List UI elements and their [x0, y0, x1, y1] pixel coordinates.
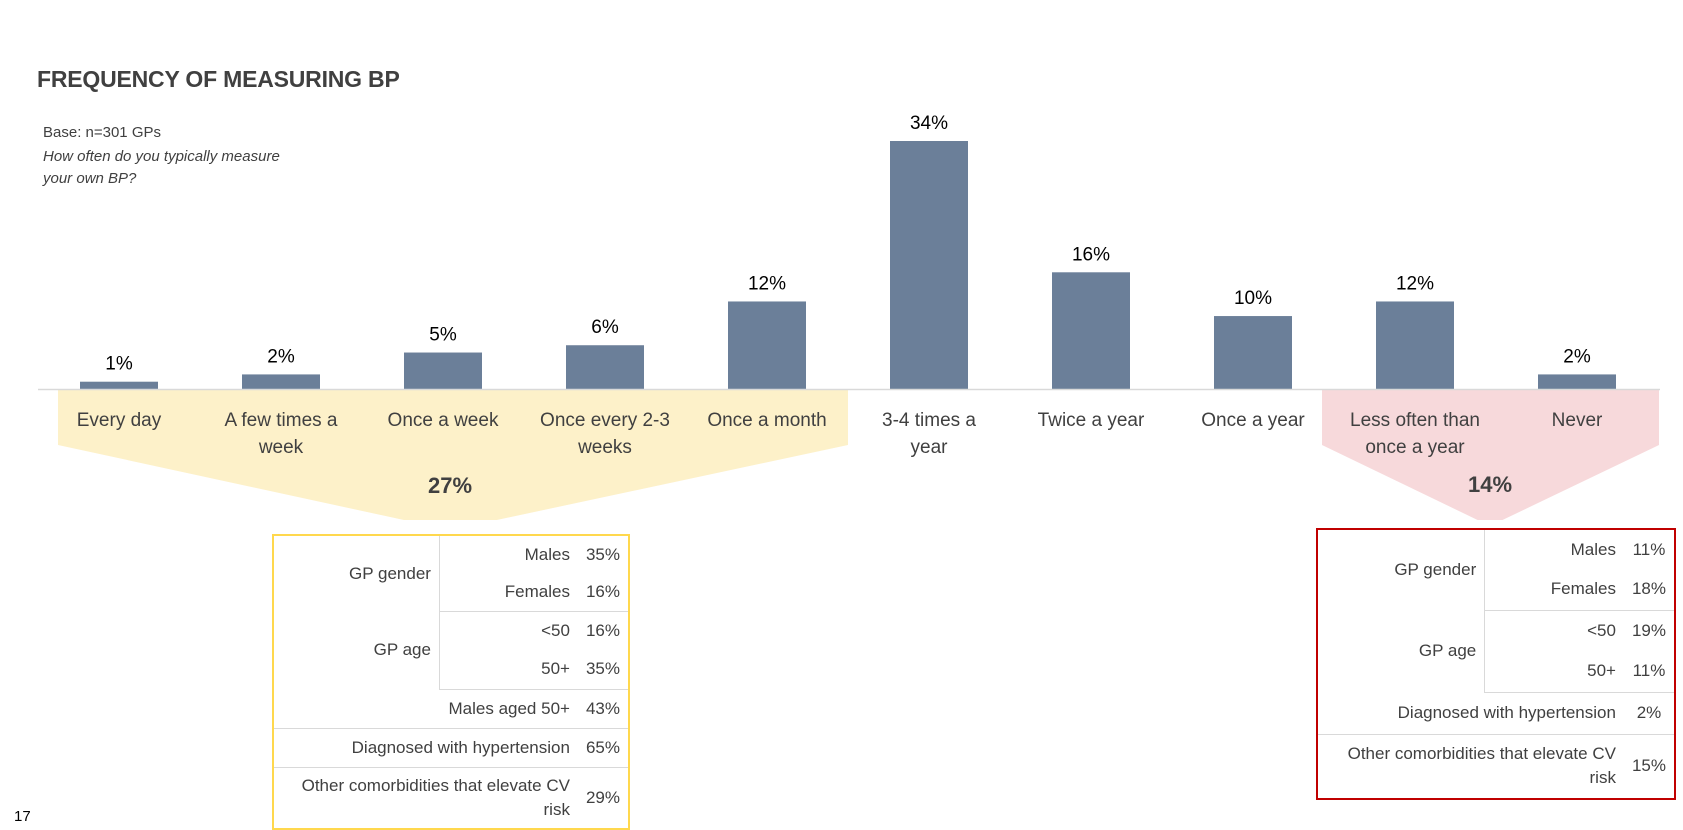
row-value: 11% [1632, 539, 1666, 559]
row-sublabel: Males [438, 535, 578, 573]
row-label: Males aged 50+ [273, 689, 578, 729]
row-label: Other comorbidities that elevate CV risk [301, 775, 570, 819]
group-total-often: 27% [427, 473, 473, 498]
data-label: 12% [748, 273, 786, 294]
row-label: Diagnosed with hypertension [1317, 692, 1624, 735]
bar [566, 345, 644, 389]
row-value: 18% [1623, 569, 1675, 611]
bar [890, 141, 968, 389]
table-row: GP gender Males 35% [273, 535, 629, 583]
data-label: 6% [591, 317, 619, 338]
row-value: 11% [1623, 651, 1675, 693]
category-label: Every day [77, 410, 162, 431]
page-number: 17 [14, 808, 31, 825]
bar [1052, 272, 1130, 389]
row-value: 15% [1631, 756, 1666, 776]
row-sublabel: Females [438, 573, 578, 612]
bar [404, 352, 482, 389]
row-label: GP gender [349, 563, 431, 583]
group-band-1 [1322, 390, 1659, 520]
row-sublabel: Males [1484, 529, 1624, 569]
row-label: GP age [373, 640, 431, 659]
question-text: How often do you typically measure your … [43, 148, 280, 187]
category-label: A few times a week [225, 410, 338, 458]
table-row: GP gender Males 11% [1317, 529, 1675, 579]
row-label: GP age [1418, 641, 1477, 660]
row-sublabel: <50 [1484, 610, 1624, 651]
row-value: 65% [577, 728, 629, 768]
data-label: 2% [267, 346, 295, 367]
table-row: Other comorbidities that elevate CV risk… [273, 767, 629, 829]
page-title: FREQUENCY OF MEASURING BP [37, 66, 400, 92]
category-label: Once every 2-3 weeks [540, 410, 670, 458]
category-label: Once a year [1201, 410, 1305, 431]
summary-table-often: GP gender Males 35% Females 16% GP age <… [272, 534, 630, 830]
row-value: 16% [585, 620, 620, 640]
group-band-0 [58, 390, 848, 520]
row-value: 29% [585, 787, 620, 807]
row-value: 35% [577, 650, 629, 690]
data-label: 10% [1234, 288, 1272, 309]
category-label: Once a month [707, 410, 826, 431]
bar [728, 301, 806, 389]
data-label: 5% [429, 325, 457, 346]
summary-table-rare: GP gender Males 11% Females 18% GP age <… [1316, 528, 1676, 800]
bar [1538, 374, 1616, 389]
table-row: Females 16% [273, 573, 629, 612]
table-row: GP age <50 16% [273, 611, 629, 659]
data-label: 1% [105, 354, 133, 375]
table-row: Other comorbidities that elevate CV risk… [1317, 734, 1675, 799]
table-row: 50+ 11% [1317, 651, 1675, 693]
table-row: GP age <50 19% [1317, 610, 1675, 660]
bar [80, 381, 158, 389]
row-sublabel: 50+ [1484, 651, 1624, 693]
data-label: 16% [1072, 244, 1110, 265]
table-row: Females 18% [1317, 569, 1675, 611]
category-label: Less often than once a year [1350, 410, 1480, 458]
data-label: 2% [1563, 346, 1591, 367]
row-value: 19% [1631, 620, 1666, 640]
row-sublabel: <50 [438, 611, 578, 650]
row-label: GP gender [1394, 560, 1477, 579]
table-row: 50+ 35% [273, 650, 629, 690]
table-row: Diagnosed with hypertension 2% [1317, 692, 1675, 735]
category-label: Twice a year [1038, 410, 1145, 431]
row-label: Other comorbidities that elevate CV risk [1347, 744, 1616, 788]
base-note: Base: n=301 GPs [43, 124, 161, 141]
bar [1376, 301, 1454, 389]
row-value: 43% [577, 689, 629, 729]
table-row: Males aged 50+ 43% [273, 689, 629, 729]
table-row: Diagnosed with hypertension 65% [273, 728, 629, 768]
data-label: 34% [910, 113, 948, 134]
category-label: Never [1552, 410, 1603, 431]
row-value: 16% [577, 573, 629, 612]
row-sublabel: Females [1484, 569, 1624, 611]
category-label: 3-4 times a year [882, 410, 976, 458]
row-value: 35% [585, 544, 620, 564]
group-total-rare: 14% [1467, 472, 1513, 497]
row-label: Diagnosed with hypertension [273, 728, 578, 768]
row-value: 2% [1623, 692, 1675, 735]
bar-chart: 1% 2% 5% 6% 12% 34% 16% 10% 12% 2% Every day A few… [38, 113, 1660, 520]
row-sublabel: 50+ [438, 650, 578, 690]
category-label: Once a week [388, 410, 499, 431]
bar [242, 374, 320, 389]
data-label: 12% [1396, 273, 1434, 294]
bar [1214, 316, 1292, 389]
